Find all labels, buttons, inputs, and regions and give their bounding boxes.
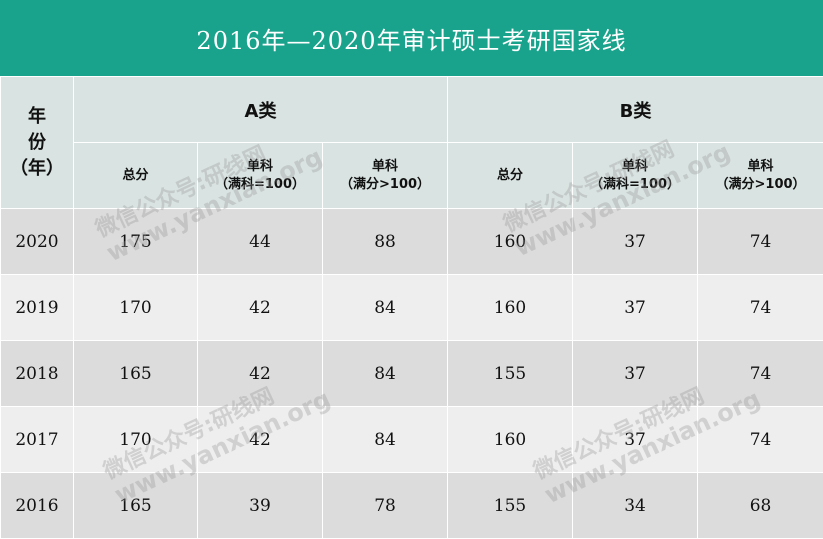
score-table: 年 份 （年） A类 B类 总分 单科 （满科=100） 单科 （满分>100）…: [0, 76, 823, 539]
header-line: 单科: [747, 158, 774, 174]
a-single-100-cell: 42: [197, 274, 323, 341]
table-row: 2016 165 39 78 155 34 68: [0, 472, 823, 539]
b-single-over100-cell: 74: [697, 208, 823, 275]
a-single-over100-cell: 78: [321, 472, 449, 539]
b-total-cell: 155: [447, 340, 574, 407]
a-single-over100-cell: 88: [321, 208, 449, 275]
b-single-over100-cell: 74: [697, 340, 823, 407]
b-single-100-cell: 37: [572, 340, 699, 407]
b-single-over100-header: 单科 （满分>100）: [697, 142, 823, 209]
table-row: 2019 170 42 84 160 37 74: [0, 274, 823, 341]
header-line: 单科: [372, 158, 399, 174]
header-line: （满科=100）: [214, 176, 306, 192]
year-cell: 2019: [0, 274, 74, 341]
b-single-100-header: 单科 （满科=100）: [572, 142, 699, 209]
header-line: 总分: [122, 167, 149, 183]
b-single-100-cell: 37: [572, 274, 699, 341]
a-total-cell: 165: [73, 340, 198, 407]
header-line: （满科=100）: [590, 176, 681, 192]
year-cell: 2016: [0, 472, 74, 539]
b-single-over100-cell: 68: [697, 472, 823, 539]
header-line: 总分: [497, 167, 524, 183]
year-header-line: （年）: [10, 157, 64, 179]
a-total-cell: 170: [73, 406, 198, 473]
header-line: （满分>100）: [340, 176, 431, 192]
b-total-cell: 155: [447, 472, 574, 539]
table-row: 2018 165 42 84 155 37 74: [0, 340, 823, 407]
a-single-over100-header: 单科 （满分>100）: [321, 142, 449, 209]
year-header-line: 年: [28, 105, 46, 127]
year-header-line: 份: [28, 131, 46, 153]
a-single-100-cell: 44: [197, 208, 323, 275]
a-total-header: 总分: [73, 142, 198, 209]
a-total-cell: 170: [73, 274, 198, 341]
a-single-over100-cell: 84: [321, 340, 449, 407]
group-a-header: A类: [72, 76, 449, 143]
a-total-cell: 165: [73, 472, 198, 539]
table-row: 2020 175 44 88 160 37 74: [0, 208, 823, 275]
b-single-100-cell: 37: [572, 208, 699, 275]
b-single-over100-cell: 74: [697, 406, 823, 473]
year-cell: 2020: [0, 208, 74, 275]
a-single-100-cell: 42: [197, 406, 323, 473]
year-column-header: 年 份 （年）: [0, 76, 74, 209]
page-title: 2016年—2020年审计硕士考研国家线: [0, 0, 823, 76]
a-single-100-header: 单科 （满科=100）: [197, 142, 323, 209]
year-cell: 2018: [0, 340, 74, 407]
b-single-100-cell: 37: [572, 406, 699, 473]
a-single-100-cell: 39: [197, 472, 323, 539]
table-row: 2017 170 42 84 160 37 74: [0, 406, 823, 473]
a-total-cell: 175: [73, 208, 198, 275]
group-b-header: B类: [447, 76, 823, 143]
b-single-over100-cell: 74: [697, 274, 823, 341]
a-single-100-cell: 42: [197, 340, 323, 407]
b-single-100-cell: 34: [572, 472, 699, 539]
b-total-cell: 160: [447, 208, 574, 275]
header-line: 单科: [246, 158, 273, 174]
header-line: 单科: [622, 158, 649, 174]
header-line: （满分>100）: [715, 176, 806, 192]
a-single-over100-cell: 84: [321, 406, 449, 473]
b-total-cell: 160: [447, 406, 574, 473]
b-total-header: 总分: [447, 142, 574, 209]
b-total-cell: 160: [447, 274, 574, 341]
a-single-over100-cell: 84: [321, 274, 449, 341]
year-cell: 2017: [0, 406, 74, 473]
